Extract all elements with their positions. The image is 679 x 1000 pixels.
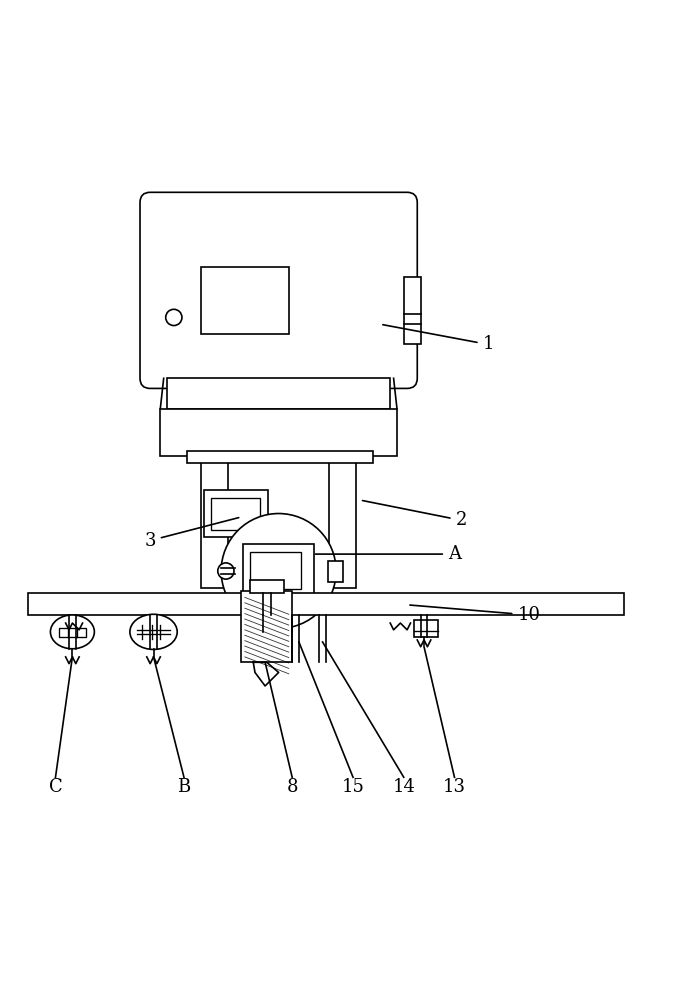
Ellipse shape [130, 614, 177, 649]
Bar [242, 591, 292, 662]
Bar [244, 544, 314, 595]
Text: 15: 15 [342, 778, 365, 796]
FancyBboxPatch shape [140, 192, 418, 388]
Ellipse shape [50, 615, 94, 649]
Text: B: B [177, 778, 191, 796]
Bar [201, 456, 228, 588]
Text: C: C [49, 778, 62, 796]
Text: 14: 14 [392, 778, 415, 796]
Bar [251, 552, 301, 589]
Text: 10: 10 [410, 605, 540, 624]
Text: 8: 8 [287, 778, 298, 796]
Bar [328, 561, 343, 582]
Text: 3: 3 [145, 518, 239, 550]
Bar [187, 451, 373, 463]
Bar [167, 378, 390, 409]
Circle shape [218, 563, 234, 579]
Text: 2: 2 [363, 501, 467, 529]
Bar [201, 267, 289, 334]
Bar [160, 409, 397, 456]
Bar [251, 580, 284, 593]
Circle shape [166, 309, 182, 326]
Bar [329, 456, 356, 588]
Bar [204, 490, 268, 537]
Bar [414, 620, 437, 637]
Bar [29, 593, 623, 615]
Bar [211, 498, 259, 530]
Circle shape [221, 514, 336, 628]
Bar [404, 277, 421, 344]
Bar [59, 628, 86, 637]
Text: A: A [315, 545, 461, 563]
Text: 13: 13 [443, 778, 466, 796]
Text: 1: 1 [383, 325, 494, 353]
